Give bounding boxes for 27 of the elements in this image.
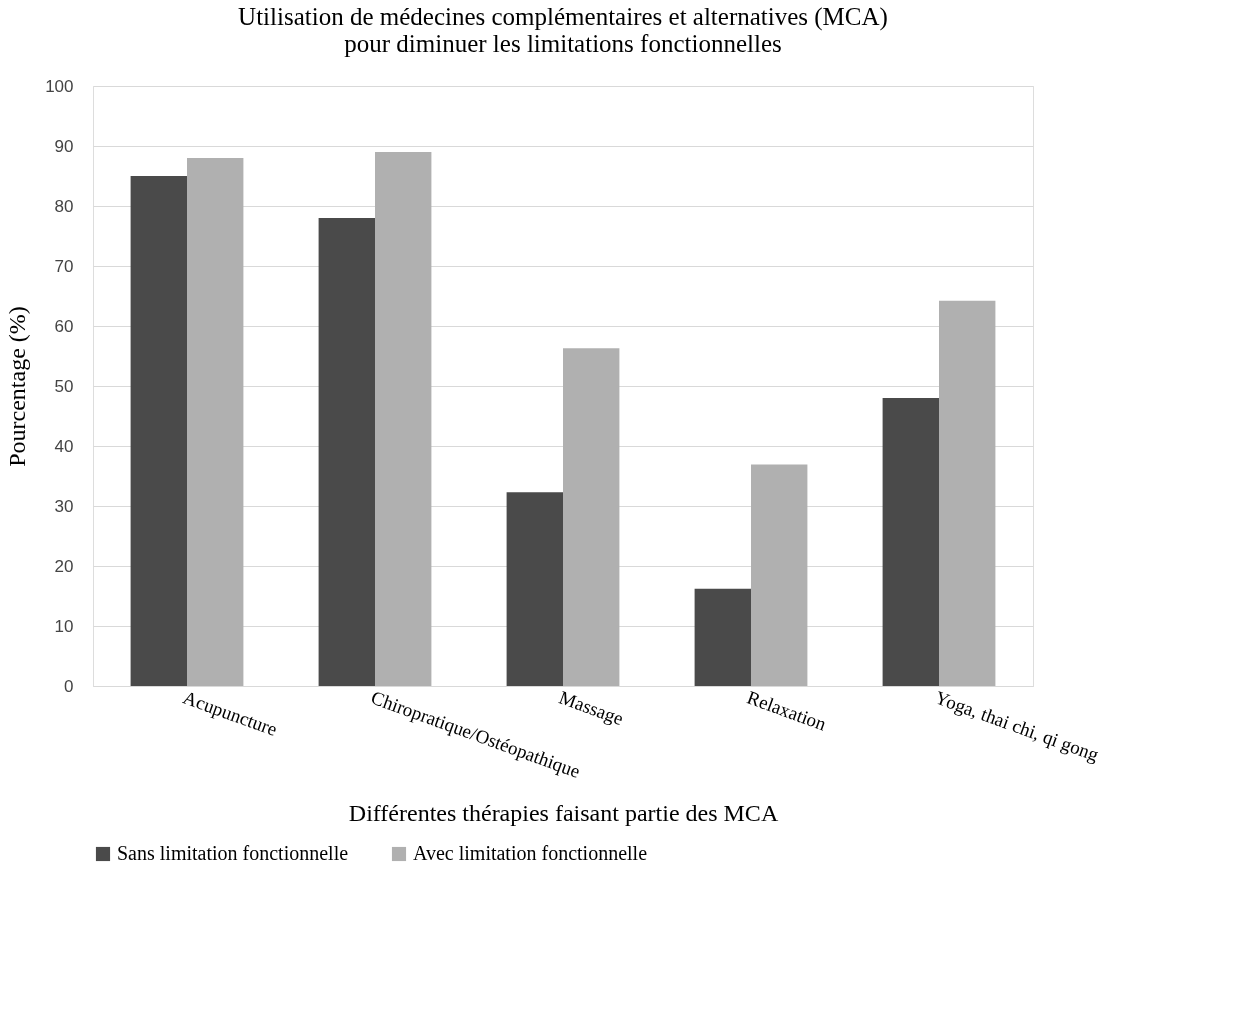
bar (751, 464, 808, 686)
bar (506, 492, 563, 686)
y-tick-label: 0 (64, 676, 74, 696)
bar (318, 218, 375, 686)
y-tick-label: 10 (54, 616, 74, 636)
y-tick-label: 100 (45, 76, 74, 96)
x-tick-label: Yoga, thai chi, qi gong (932, 686, 1102, 766)
bar (375, 152, 432, 686)
y-tick-label: 50 (54, 376, 74, 396)
y-tick-label: 90 (54, 136, 74, 156)
bar (882, 398, 939, 686)
x-axis-title: Différentes thérapies faisant partie des MCA (348, 799, 779, 826)
bar (694, 588, 751, 686)
y-tick-label: 60 (54, 316, 74, 336)
bar (187, 158, 244, 686)
legend-label: Avec limitation fonctionnelle (413, 842, 648, 864)
y-tick-label: 80 (54, 196, 74, 216)
legend-label: Sans limitation fonctionnelle (117, 842, 349, 864)
y-axis-title: Pourcentage (%) (4, 306, 31, 467)
y-tick-label: 20 (54, 556, 74, 576)
y-tick-label: 70 (54, 256, 74, 276)
bar (563, 348, 620, 686)
y-tick-label: 40 (54, 436, 74, 456)
y-tick-label: 30 (54, 496, 74, 516)
chart-title: Utilisation de médecines complémentaires et alternatives (MCA) pour diminuer les limitations fonctionnelles (238, 3, 888, 57)
bar (939, 300, 996, 686)
bar (130, 176, 187, 686)
